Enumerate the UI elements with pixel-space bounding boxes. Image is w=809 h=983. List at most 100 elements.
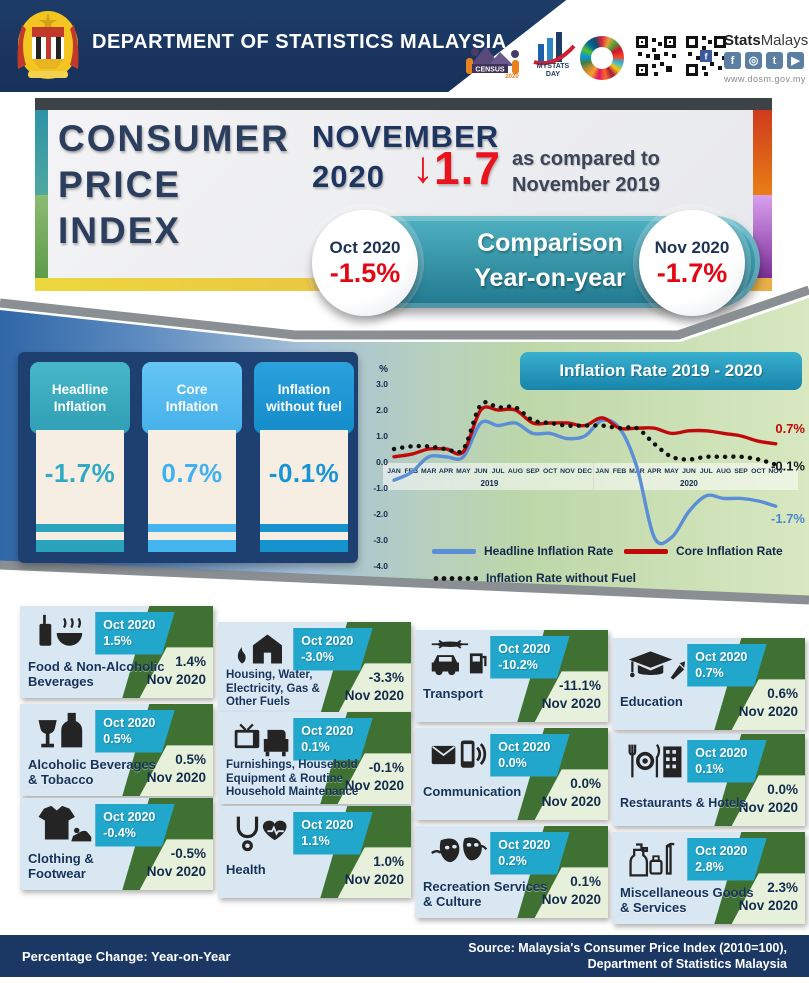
youtube-icon[interactable]: ▶	[787, 52, 804, 69]
core-inflation-box: Core Inflation 0.7%	[142, 362, 242, 552]
card-recreation: Oct 2020 0.2% 0.1% Nov 2020 Recreation Ser…	[415, 826, 608, 918]
svg-text:f: f	[705, 52, 709, 62]
stripe	[36, 524, 124, 532]
oct-badge: Oct 2020 0.5%	[95, 710, 175, 753]
svg-text:AUG: AUG	[716, 468, 731, 475]
oct-badge: Oct 2020 -3.0%	[293, 628, 373, 671]
card-housing: Oct 2020 -3.0% -3.3% Nov 2020 Housing, Wat…	[218, 622, 411, 714]
svg-text:OCT: OCT	[751, 468, 766, 475]
card-communication: Oct 2020 0.0% 0.0% Nov 2020 Communication	[415, 728, 608, 820]
svg-text:0.7%: 0.7%	[775, 421, 805, 436]
svg-text:DEC: DEC	[578, 468, 592, 475]
change-value: 1.7	[434, 142, 501, 194]
svg-text:3.0: 3.0	[376, 379, 388, 389]
svg-text:AUG: AUG	[508, 468, 523, 475]
svg-text:0.0: 0.0	[376, 457, 388, 467]
oct-badge: Oct 2020 0.1%	[293, 718, 373, 761]
oct-badge: Oct 2020 2.8%	[687, 838, 767, 881]
svg-text:JAN: JAN	[387, 468, 401, 475]
mystats-day-text: MYSTATS DAY	[536, 63, 570, 78]
svg-text:JAN: JAN	[595, 468, 609, 475]
svg-text:1.0: 1.0	[376, 431, 388, 441]
svg-text:NOV: NOV	[768, 468, 783, 475]
headline-line-swatch	[432, 548, 476, 554]
legend-headline: Headline Inflation Rate	[432, 544, 613, 558]
card-miscellaneous: Oct 2020 2.8% 2.3% Nov 2020 Miscellaneous …	[612, 832, 805, 924]
oct-badge: Oct 2020 0.2%	[490, 832, 570, 875]
nov-panel: 0.1% Nov 2020	[541, 873, 601, 907]
oct-badge: Oct 2020 1.5%	[95, 612, 175, 655]
inflation-without-fuel-value: -0.1%	[268, 458, 340, 488]
nov-panel: 0.6% Nov 2020	[738, 685, 798, 719]
category-name: Recreation Services & Culture	[423, 879, 548, 910]
nov-panel: 1.4% Nov 2020	[146, 653, 206, 687]
svg-text:SEP: SEP	[526, 468, 540, 475]
nov-panel: 0.0% Nov 2020	[541, 775, 601, 809]
nov-panel: -3.3% Nov 2020	[344, 669, 404, 703]
stats-malaysia-brand: StatsMalaysia	[724, 32, 809, 49]
facebook-icon[interactable]: f	[724, 52, 741, 69]
restaurants-icon	[628, 743, 682, 778]
qr-code-facebook-icon: f	[684, 34, 728, 78]
oct-badge: Oct 2020 0.1%	[687, 740, 767, 783]
category-name: Education	[620, 694, 683, 710]
card-furnishings: Oct 2020 0.1% -0.1% Nov 2020 Furnishings, …	[218, 712, 411, 804]
header-bar: DEPARTMENT OF STATISTICS MALAYSIA CENSUS…	[0, 0, 809, 92]
oct-value: -1.5%	[329, 257, 401, 288]
malaysia-coat-of-arms	[17, 11, 79, 79]
svg-text:MAY: MAY	[664, 468, 679, 475]
recreation-masks-icon	[431, 837, 488, 863]
inflation-without-fuel-box: Inflation without fuel -0.1%	[254, 362, 354, 552]
nov-period: Nov 2020	[654, 237, 730, 257]
svg-text:JUL: JUL	[700, 468, 713, 475]
twitter-icon[interactable]: t	[766, 52, 783, 69]
comparison-label: Comparison Year-on-year	[474, 229, 626, 292]
headline-inflation-label: Headline Inflation	[30, 362, 130, 434]
oct-badge: Oct 2020 1.1%	[293, 812, 373, 855]
nov-panel: -0.5% Nov 2020	[146, 845, 206, 879]
oct-badge: Oct 2020 -0.4%	[95, 804, 175, 847]
headline-inflation-box: Headline Inflation -1.7%	[30, 362, 130, 552]
nov-panel: 2.3% Nov 2020	[738, 879, 798, 913]
nov-panel: 0.5% Nov 2020	[146, 751, 206, 785]
department-title: DEPARTMENT OF STATISTICS MALAYSIA	[92, 31, 507, 53]
card-transport: Oct 2020 -10.2% -11.1% Nov 2020 Transport	[415, 630, 608, 722]
stripe	[260, 540, 348, 552]
instagram-icon[interactable]: ◎	[745, 52, 762, 69]
housing-icon	[237, 634, 282, 664]
svg-text:MAR: MAR	[421, 468, 437, 475]
svg-text:2.0: 2.0	[376, 405, 388, 415]
card-education: Oct 2020 0.7% 0.6% Nov 2020 Education	[612, 638, 805, 730]
legend-core: Core Inflation Rate	[624, 544, 783, 558]
nov-panel: 1.0% Nov 2020	[344, 853, 404, 887]
svg-text:2019: 2019	[481, 479, 499, 488]
footer-bar: Percentage Change: Year-on-Year Source: …	[0, 935, 809, 977]
nov-circle: Nov 2020 -1.7%	[639, 210, 745, 316]
footer-source: Source: Malaysia's Consumer Price Index …	[468, 940, 787, 971]
svg-text:2020: 2020	[680, 479, 698, 488]
category-name: Clothing & Footwear	[28, 851, 94, 882]
svg-text:CENSUS: CENSUS	[475, 67, 505, 74]
education-icon	[628, 651, 686, 680]
inflation-without-fuel-label: Inflation without fuel	[254, 362, 354, 434]
oct-badge: Oct 2020 0.0%	[490, 734, 570, 777]
alcohol-icon	[38, 712, 83, 748]
svg-text:-3.0: -3.0	[373, 535, 388, 545]
right-strip-orange	[753, 110, 772, 195]
mystats-day-logo	[533, 32, 576, 66]
stripe	[36, 540, 124, 552]
card-food: Oct 2020 1.5% 1.4% Nov 2020 Food & Non-Alc…	[20, 606, 213, 698]
headline-change: ↓ 1.7	[412, 142, 501, 194]
svg-text:JUN: JUN	[682, 468, 696, 475]
sdg-wheel-logo	[580, 36, 624, 80]
census-2020-logo: CENSUS 2020	[466, 46, 519, 80]
comparison-caption: as compared to November 2019	[512, 148, 660, 196]
core-inflation-value: 0.7%	[161, 458, 223, 488]
clothing-icon	[38, 805, 92, 842]
left-strip-green	[35, 195, 48, 278]
website-url[interactable]: www.dosm.gov.my	[724, 74, 806, 84]
svg-text:JUL: JUL	[492, 468, 505, 475]
health-icon	[236, 816, 287, 852]
